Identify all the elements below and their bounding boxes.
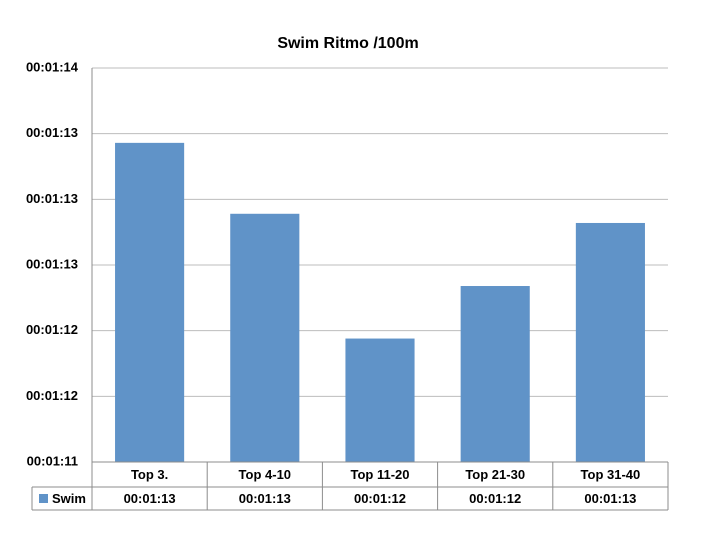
table-value: 00:01:12 <box>469 491 521 506</box>
x-tick-label: Top 4-10 <box>239 467 292 482</box>
y-tick-label: 00:01:12 <box>26 322 78 337</box>
bar <box>575 222 645 462</box>
y-tick-label: 00:01:14 <box>26 59 79 74</box>
y-tick-label: 00:01:12 <box>26 388 78 403</box>
bar <box>345 338 415 462</box>
y-tick-label: 00:01:11 <box>27 453 78 468</box>
table-value: 00:01:12 <box>354 491 406 506</box>
chart-title: Swim Ritmo /100m <box>277 35 418 52</box>
x-tick-label: Top 3. <box>131 467 168 482</box>
bar <box>460 286 530 462</box>
y-tick-label: 00:01:13 <box>26 191 78 206</box>
bar <box>230 213 300 462</box>
table-value: 00:01:13 <box>584 491 636 506</box>
x-tick-label: Top 21-30 <box>465 467 525 482</box>
legend-swatch <box>39 494 48 503</box>
x-tick-label: Top 11-20 <box>350 467 409 482</box>
y-tick-label: 00:01:13 <box>26 256 78 271</box>
table-value: 00:01:13 <box>124 491 176 506</box>
bar <box>115 142 185 463</box>
table-value: 00:01:13 <box>239 491 291 506</box>
x-tick-label: Top 31-40 <box>581 467 641 482</box>
legend-label: Swim <box>52 491 86 506</box>
y-tick-label: 00:01:13 <box>26 125 78 140</box>
